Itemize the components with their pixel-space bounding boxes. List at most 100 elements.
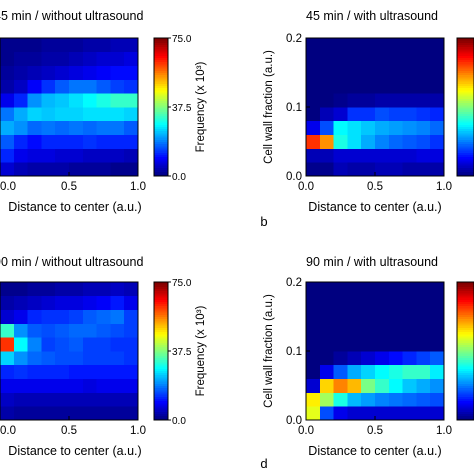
heatmap-cell (388, 282, 403, 297)
heatmap-cell (13, 309, 28, 324)
colorbar-step (457, 292, 474, 296)
colorbar-step (457, 100, 474, 104)
heatmap-cell (27, 93, 42, 108)
heatmap-cell (388, 295, 403, 310)
colorbar-step (154, 117, 168, 121)
heatmap-cell (110, 337, 125, 352)
colorbar-step (457, 327, 474, 330)
colorbar-step (154, 400, 168, 404)
heatmap-cell (124, 337, 139, 352)
heatmap-cell (27, 323, 42, 338)
heatmap-cell (347, 392, 362, 407)
colorbar-step (457, 61, 474, 65)
heatmap-cell (402, 282, 417, 297)
heatmap-cell (306, 148, 321, 163)
heatmap-cell (96, 351, 111, 366)
colorbar-step (154, 126, 168, 130)
panel-title: 45 min / without ultrasound (0, 9, 143, 23)
colorbar-step (154, 115, 168, 119)
heatmap-cell (416, 351, 431, 366)
colorbar-step (457, 160, 474, 164)
x-tick-label: 0.0 (0, 425, 16, 437)
heatmap-cell (430, 323, 445, 338)
colorbar-step (154, 59, 168, 63)
heatmap-cell (402, 351, 417, 366)
colorbar-step (154, 50, 168, 54)
heatmap-cell (306, 162, 321, 177)
x-tick-label: 1.0 (436, 181, 452, 193)
colorbar-step (457, 299, 474, 302)
heatmap-cell (430, 65, 445, 80)
heatmap-cell (110, 148, 125, 163)
colorbar-step (154, 284, 168, 287)
heatmap-cell (82, 351, 97, 366)
heatmap-cell (55, 79, 70, 94)
colorbar-step (154, 89, 168, 93)
y-tick-label: 0.1 (286, 102, 302, 114)
heatmap-cell (375, 406, 390, 421)
heatmap-cell (333, 378, 348, 393)
colorbar-step (154, 301, 168, 305)
x-tick-label: 1.0 (130, 425, 146, 437)
colorbar-step (457, 387, 474, 391)
panel-title: 45 min / with ultrasound (306, 9, 438, 23)
heatmap-cell (416, 65, 431, 80)
heatmap-cell (347, 162, 362, 177)
colorbar-tick-label: 75.0 (172, 278, 192, 289)
colorbar-step (457, 42, 474, 45)
heatmap-cell (96, 282, 111, 297)
colorbar-step (154, 119, 168, 123)
heatmap-cell (96, 378, 111, 393)
heatmap-cell (333, 65, 348, 80)
heatmap-cell (82, 162, 97, 177)
colorbar-step (154, 282, 168, 285)
heatmap-cell (41, 107, 56, 122)
heatmap-cell (55, 134, 70, 149)
heatmap-cell (319, 79, 334, 94)
heatmap-cell (319, 337, 334, 352)
heatmap-cell (82, 282, 97, 297)
heatmap-cell (430, 134, 445, 149)
heatmap-cell (306, 38, 321, 53)
heatmap-cell (347, 406, 362, 421)
colorbar-step (154, 355, 168, 358)
heatmap-cell (96, 337, 111, 352)
y-tick-label: 0.2 (286, 277, 302, 289)
heatmap-cell (402, 93, 417, 108)
heatmap-cell (306, 323, 321, 338)
heatmap-cell (402, 364, 417, 379)
heatmap-cell (124, 309, 139, 324)
heatmap-cell (27, 378, 42, 393)
colorbar-step (154, 415, 168, 419)
heatmap-cell (55, 406, 70, 421)
colorbar-step (154, 333, 168, 337)
heatmap-cell (319, 107, 334, 122)
heatmap-cell (41, 282, 56, 297)
chart-panel-4: 90 min / with ultrasound 0.0 0.5 1.0 Distanc… (260, 255, 474, 471)
heatmap-cell (319, 351, 334, 366)
heatmap-cell (402, 51, 417, 66)
heatmap-cell (69, 38, 84, 53)
colorbar: 75.0 37.5 0.0 Frequency (x 10³) (153, 34, 207, 183)
heatmap-cell (333, 364, 348, 379)
colorbar-step (457, 415, 474, 419)
colorbar-step (154, 169, 168, 173)
colorbar-step (457, 294, 474, 298)
heatmap-cell (96, 107, 111, 122)
heatmap-cell (361, 51, 376, 66)
colorbar-step (154, 413, 168, 417)
heatmap-cell (0, 65, 15, 80)
heatmap-cell (416, 120, 431, 135)
colorbar-step (457, 94, 474, 97)
colorbar-step (457, 72, 474, 76)
heatmap-cell (306, 65, 321, 80)
colorbar (456, 281, 474, 421)
heatmap-cell (96, 134, 111, 149)
heatmap-cell (82, 79, 97, 94)
heatmap-cell (55, 93, 70, 108)
colorbar-tick-label: 37.5 (172, 347, 192, 358)
heatmap-cell (13, 364, 28, 379)
heatmap-cell (375, 134, 390, 149)
colorbar-step (457, 357, 474, 361)
heatmap-cell (375, 93, 390, 108)
